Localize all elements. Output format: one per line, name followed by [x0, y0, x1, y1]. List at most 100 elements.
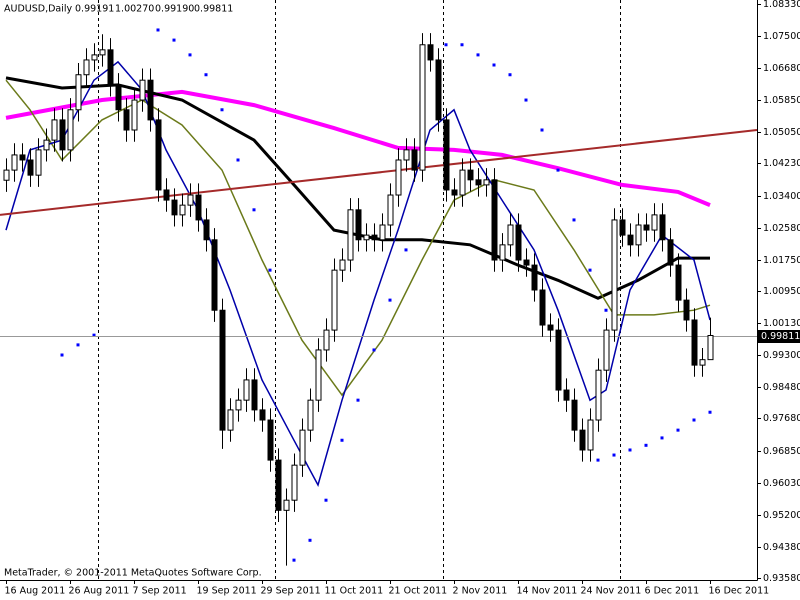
candle-body: [651, 214, 658, 231]
candle-body: [323, 329, 330, 351]
candle-body: [291, 464, 298, 501]
y-tick-label: 0.95200: [763, 510, 800, 521]
candle-body: [635, 224, 642, 246]
sar-dot: [644, 443, 648, 447]
candle-body: [107, 49, 114, 86]
candle-body: [427, 44, 434, 61]
y-tick-label: 1.05850: [763, 95, 800, 106]
sar-dot: [172, 38, 176, 42]
candle-body: [203, 219, 210, 241]
candle-body: [515, 224, 522, 261]
candle-body: [59, 119, 66, 151]
sar-dot: [604, 308, 608, 312]
candle-body: [683, 299, 690, 321]
candle-body: [75, 74, 82, 111]
candle-body: [659, 214, 666, 241]
last-low: 0.99190: [155, 4, 194, 15]
candle-body: [411, 149, 418, 171]
candle-body: [243, 379, 250, 401]
x-tick-label: 7 Sep 2011: [133, 586, 187, 597]
y-tick-label: 1.03400: [763, 191, 800, 202]
sar-dot: [524, 98, 528, 102]
y-tick-label: 0.93580: [763, 573, 800, 584]
candle-body: [283, 499, 290, 511]
sar-dot: [692, 418, 696, 422]
last-open: 0.99191: [75, 4, 114, 15]
candle-body: [259, 409, 266, 421]
candle-body: [275, 459, 282, 511]
sar-dot: [308, 538, 312, 542]
candle-body: [363, 234, 370, 241]
y-tick-label: 1.04230: [763, 158, 800, 169]
sar-dot: [460, 43, 464, 47]
candle-body: [451, 189, 458, 196]
candle-body: [19, 154, 26, 161]
candle-body: [227, 409, 234, 431]
candle-body: [371, 234, 378, 241]
candle-body: [139, 79, 146, 101]
candle-body: [331, 269, 338, 331]
candle-body: [475, 179, 482, 186]
candle-body: [35, 149, 42, 176]
candle-body: [195, 194, 202, 221]
sar-dot: [252, 208, 256, 212]
candle-body: [579, 429, 586, 451]
sar-dot: [540, 128, 544, 132]
candle-body: [499, 244, 506, 261]
candle-body: [299, 429, 306, 466]
candle-body: [699, 359, 706, 366]
candle-body: [307, 399, 314, 431]
x-tick-label: 16 Aug 2011: [5, 586, 66, 597]
y-tick-label: 1.00130: [763, 318, 800, 329]
sar-dot: [60, 353, 64, 357]
sar-dot: [588, 268, 592, 272]
y-tick-label: 0.96850: [763, 446, 800, 457]
candle-body: [531, 264, 538, 291]
indicator-line: [5, 89, 711, 207]
sar-dot: [612, 453, 616, 457]
candle-body: [163, 189, 170, 201]
candle-body: [83, 59, 90, 76]
candle-body: [419, 44, 426, 171]
candle-body: [555, 329, 562, 391]
candle-body: [339, 259, 346, 271]
candle-body: [595, 369, 602, 421]
sar-dot: [476, 53, 480, 57]
candle-body: [3, 169, 10, 181]
current-price-box: [758, 330, 800, 343]
sar-dot: [324, 498, 328, 502]
last-high: 1.00270: [115, 4, 154, 15]
candle-body: [347, 209, 354, 261]
sar-dot: [156, 28, 160, 32]
y-tick-label: 0.94380: [763, 542, 800, 553]
candle-body: [691, 319, 698, 366]
y-tick-label: 1.00950: [763, 286, 800, 297]
candle-body: [395, 159, 402, 196]
sar-dot: [404, 248, 408, 252]
candle-body: [523, 259, 530, 266]
candle-body: [539, 289, 546, 326]
sar-dot: [372, 348, 376, 352]
candle-body: [43, 139, 50, 151]
x-tick-label: 26 Aug 2011: [69, 586, 130, 597]
candle-body: [467, 169, 474, 181]
y-tick-label: 1.01750: [763, 255, 800, 266]
x-tick-label: 24 Nov 2011: [581, 586, 642, 597]
x-tick-label: 19 Sep 2011: [197, 586, 257, 597]
candle-body: [707, 335, 714, 361]
candle-body: [179, 204, 186, 216]
sar-dot: [292, 558, 296, 562]
sar-dot: [596, 458, 600, 462]
sar-dot: [708, 410, 712, 414]
y-tick-label: 1.06680: [763, 63, 800, 74]
y-tick-label: 1.07500: [763, 31, 800, 42]
sar-dot: [204, 73, 208, 77]
candle-body: [67, 109, 74, 151]
candle-body: [667, 239, 674, 266]
symbol-title: AUDUSD,Daily: [4, 4, 73, 15]
candle-body: [155, 119, 162, 191]
candle-body: [115, 84, 122, 111]
candle-body: [403, 149, 410, 161]
sar-dot: [444, 43, 448, 47]
sar-dot: [628, 448, 632, 452]
